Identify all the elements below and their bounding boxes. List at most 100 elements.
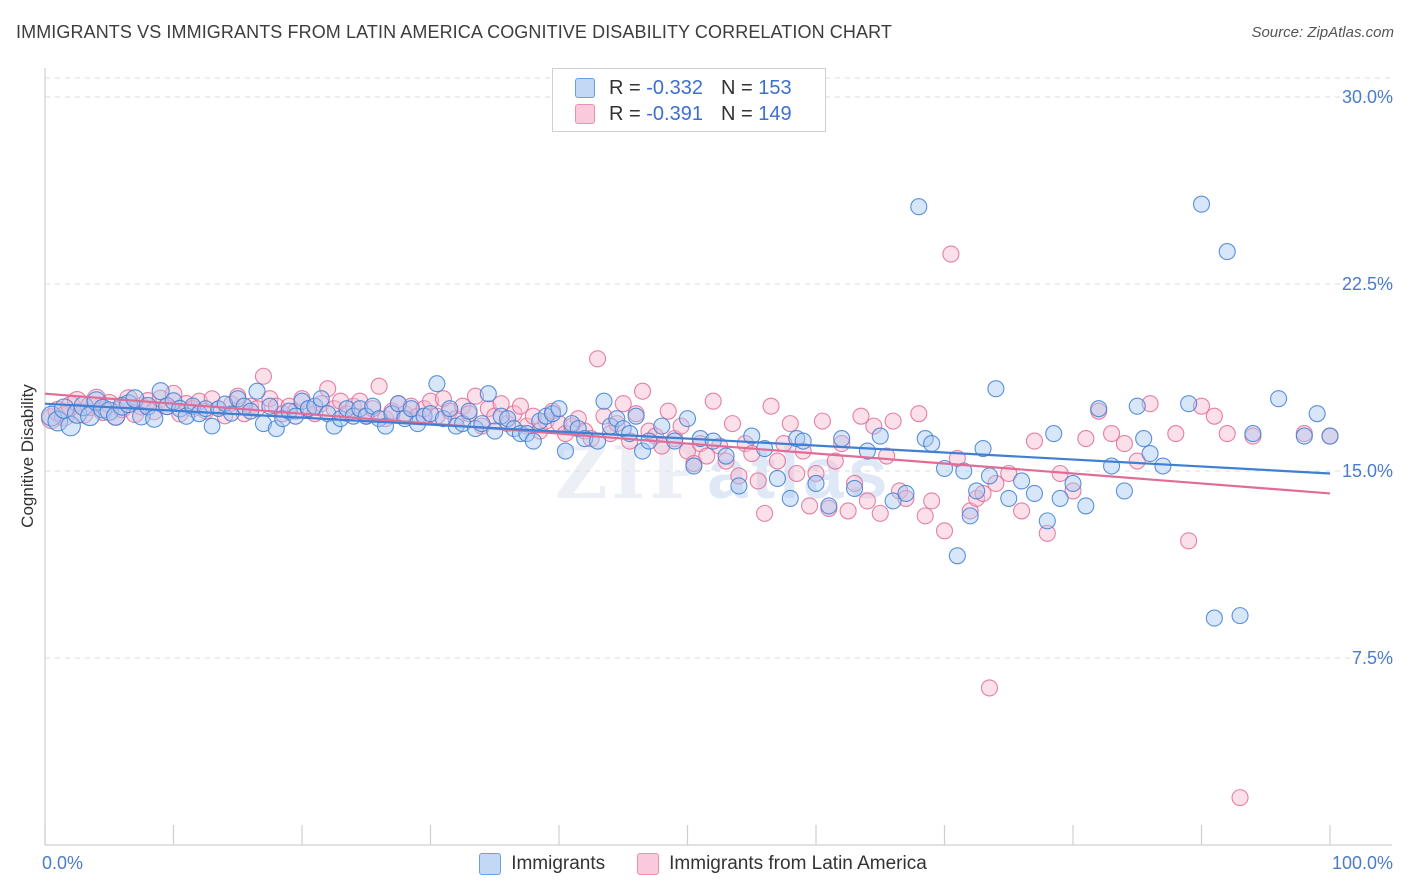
latin-america-point (633, 382, 652, 400)
immigrants-point (987, 380, 1005, 398)
immigrants-point (1205, 609, 1223, 627)
legend-label-immigrants: Immigrants (511, 853, 606, 874)
immigrants-point (1218, 243, 1236, 261)
immigrants-point (145, 409, 164, 428)
legend-swatch-blue (575, 78, 595, 98)
latin-america-point (826, 452, 844, 470)
immigrants-point (845, 479, 864, 498)
latin-america-point (852, 407, 870, 425)
immigrants-point (151, 382, 170, 401)
immigrants-point (980, 467, 999, 485)
immigrants-point (974, 440, 992, 458)
trend-lines (44, 392, 1331, 495)
immigrants-point (1270, 390, 1288, 408)
latin-america-point (254, 367, 273, 385)
latin-america-point (588, 350, 607, 368)
legend-n-value: 153 (758, 76, 792, 99)
immigrants-point (910, 198, 928, 216)
immigrants-point (1321, 427, 1339, 445)
immigrants-point (60, 415, 81, 437)
latin-america-point (756, 504, 774, 522)
latin-america-point (1141, 395, 1159, 413)
immigrants-point (955, 462, 973, 480)
legend-r-value: -0.332 (646, 76, 703, 99)
legend-item-latin-america: Immigrants from Latin America (637, 853, 927, 875)
latin-america-point (980, 679, 999, 697)
legend-row-immigrants: R = -0.332 N = 153 (575, 76, 792, 100)
latin-america-point (1103, 425, 1121, 443)
latin-america-point (370, 377, 388, 395)
latin-america-point (730, 467, 748, 485)
latin-america-point (813, 412, 831, 430)
latin-america-point (781, 415, 799, 433)
latin-america-point (319, 380, 337, 398)
immigrants-point (897, 484, 915, 502)
y-tick-label: 22.5% (1342, 274, 1393, 294)
immigrants-point (203, 417, 221, 435)
latin-america-point (845, 474, 864, 493)
legend-row-latin-america: R = -0.391 N = 149 (575, 102, 792, 126)
latin-america-point (923, 492, 941, 510)
latin-america-point (788, 464, 806, 483)
immigrants-point (556, 442, 574, 460)
immigrants-point (1045, 425, 1063, 443)
latin-america-point (511, 397, 530, 415)
immigrants-point (807, 474, 825, 493)
y-tick-label: 7.5% (1352, 648, 1393, 668)
series-latin-america-points (40, 245, 1339, 807)
legend-n-label: N = (720, 76, 753, 99)
latin-america-point (916, 507, 934, 525)
latin-america-point (1077, 430, 1095, 448)
immigrants-point (653, 417, 671, 435)
immigrants-point (1141, 444, 1159, 463)
immigrants-point (1154, 457, 1172, 475)
immigrants-point (1308, 405, 1326, 423)
immigrants-point (47, 410, 69, 432)
immigrants-point (627, 407, 645, 425)
latin-america-point (1013, 502, 1031, 520)
immigrants-point (621, 425, 639, 443)
latin-america-point (659, 402, 677, 420)
latin-america-point (421, 392, 440, 410)
x-tick-label: 100.0% (1332, 853, 1393, 873)
immigrants-point (730, 477, 748, 495)
latin-america-point (466, 387, 485, 405)
immigrants-point (794, 432, 812, 450)
latin-america-point (1025, 432, 1043, 450)
immigrants-point (833, 430, 851, 448)
legend-n-value: 149 (758, 102, 792, 125)
latin-america-point (1205, 407, 1223, 425)
latin-america-point (858, 492, 876, 510)
immigrants-point (248, 382, 266, 400)
legend-swatch-pink (637, 853, 660, 875)
immigrants-point (685, 457, 703, 475)
immigrants-point (1025, 484, 1043, 502)
latin-america-point (865, 417, 883, 435)
latin-america-point (723, 415, 742, 433)
immigrants-point (948, 547, 966, 565)
immigrants-point (781, 489, 799, 507)
latin-america-point (749, 472, 767, 490)
tick-labels: 7.5% 15.0% 22.5% 30.0% 0.0% 100.0% (42, 87, 1393, 873)
immigrants-point (389, 395, 407, 413)
immigrants-point (1077, 497, 1095, 515)
immigrants-point (460, 402, 478, 420)
legend-swatch-pink (575, 104, 595, 124)
legend-item-immigrants: Immigrants (479, 853, 605, 875)
latin-america-point (762, 397, 780, 415)
immigrants-point (678, 410, 697, 428)
immigrants-point (1013, 472, 1031, 490)
legend-label-latin-america: Immigrants from Latin America (669, 853, 927, 874)
latin-america-point (704, 392, 722, 410)
immigrants-point (608, 410, 626, 428)
legend-n-label: N = (720, 102, 753, 125)
immigrants-point (961, 507, 979, 525)
legend-r-value: -0.391 (646, 102, 703, 125)
latin-america-point (807, 464, 825, 483)
immigrants-point (1180, 395, 1198, 413)
immigrants-point (550, 400, 568, 418)
immigrants-point (441, 400, 459, 418)
latin-america-point (492, 395, 510, 413)
immigrants-point (884, 492, 902, 510)
latin-america-point (897, 489, 915, 507)
